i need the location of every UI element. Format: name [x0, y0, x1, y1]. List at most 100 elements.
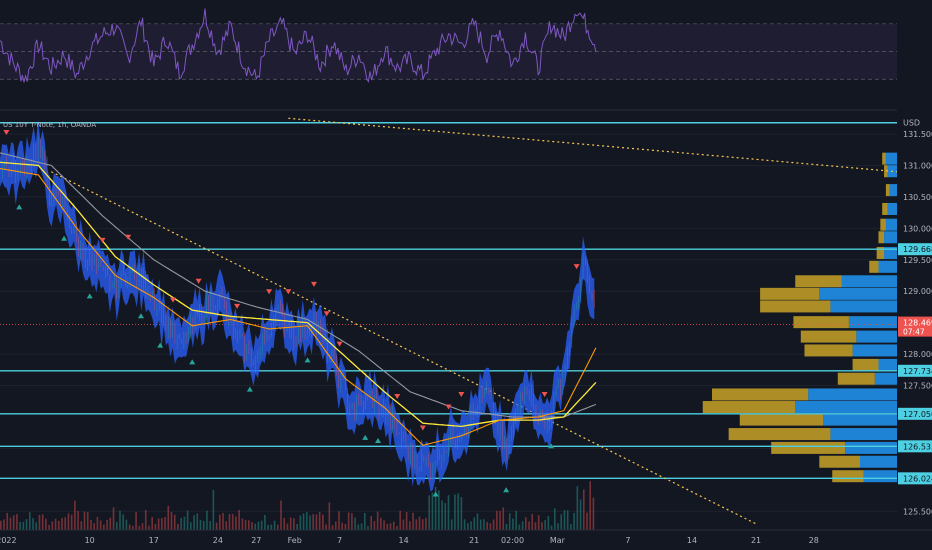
volume-bar	[479, 519, 482, 530]
level-label: 129.668	[903, 245, 932, 254]
vp-down-bar	[880, 218, 886, 231]
vp-up-bar	[885, 152, 897, 165]
sell-signal	[169, 297, 176, 303]
volume-bar	[570, 524, 572, 530]
vp-down-bar	[702, 401, 796, 414]
volume-bar	[334, 521, 337, 530]
sell-signal	[3, 129, 10, 135]
volume-bar	[322, 514, 324, 530]
volume-bar	[148, 525, 150, 530]
time-tick-label: 7	[625, 536, 630, 545]
volume-bar	[489, 523, 492, 530]
volume-bar	[209, 520, 211, 530]
volume-bar	[399, 510, 401, 530]
volume-bar	[106, 519, 108, 530]
signal-markers	[3, 129, 580, 497]
volume-bar	[254, 523, 257, 530]
rsi-pane: 80.0060.0040.0020.00	[0, 6, 932, 111]
volume-bar	[235, 516, 237, 530]
volume-bar	[563, 510, 566, 530]
volume-bar	[579, 499, 582, 530]
price-tick-label: 125.500	[903, 507, 932, 516]
volume-bar	[80, 521, 83, 530]
vp-up-bar	[852, 344, 897, 357]
level-label-bg	[898, 364, 932, 377]
vp-down-bar	[771, 441, 846, 454]
volume-bar	[164, 516, 166, 530]
countdown-label: 07:47	[903, 328, 925, 337]
volume-bar	[67, 513, 70, 530]
vp-up-bar	[874, 372, 897, 385]
volume-bar	[193, 515, 195, 530]
time-tick-label: 2022	[0, 536, 17, 545]
volume-bar	[6, 512, 9, 530]
volume-bar	[19, 521, 21, 530]
volume-bar	[206, 510, 208, 530]
volume-bar	[315, 514, 318, 530]
volume-bar	[515, 510, 517, 530]
vp-up-bar	[848, 316, 897, 329]
price-tick-label: 131.500	[903, 130, 932, 139]
volume-bar	[402, 519, 405, 530]
vp-down-bar	[882, 202, 888, 215]
vp-up-bar	[887, 202, 897, 215]
vp-up-bar	[823, 413, 897, 426]
volume-bar	[267, 524, 269, 530]
volume-bar	[238, 509, 240, 530]
time-tick-label: 17	[149, 536, 159, 545]
volume-bar	[421, 519, 424, 530]
volume-bar	[347, 512, 350, 530]
axis-background	[897, 0, 932, 550]
vp-up-bar	[884, 231, 897, 244]
price-tick-label: 129.500	[903, 256, 932, 265]
volume-bar	[376, 511, 379, 530]
volume-bar	[521, 521, 524, 530]
volume-bar	[573, 512, 575, 530]
volume-bar	[586, 512, 588, 530]
volume-bar	[296, 524, 298, 530]
trendline	[288, 117, 898, 173]
price-axis: 131.500 131.000 130.500 130.000 129.500 129.0…	[897, 0, 932, 550]
volume-bar	[415, 519, 418, 530]
vp-down-bar	[876, 246, 885, 259]
volume-bar	[54, 518, 57, 530]
sell-signal	[394, 394, 401, 400]
vp-down-bar	[882, 152, 886, 165]
time-tick-label: Mar	[550, 536, 566, 545]
vp-up-bar	[819, 287, 897, 300]
volume-bar	[557, 523, 559, 530]
volume-bar	[222, 512, 224, 530]
buy-signal	[16, 204, 23, 210]
sell-signal	[458, 391, 465, 397]
vp-down-bar	[728, 428, 831, 441]
volume-bar	[28, 512, 31, 530]
time-tick-label: 14	[399, 536, 409, 545]
vp-up-bar	[841, 275, 897, 288]
vp-up-bar	[830, 428, 897, 441]
volume-bar	[90, 519, 92, 530]
volume-bar	[128, 524, 131, 530]
volume-bar	[392, 521, 395, 530]
volume-bar	[264, 515, 266, 530]
volume-bar	[553, 508, 556, 530]
volume-bar	[325, 524, 327, 530]
volume-bar	[183, 516, 186, 530]
buy-signal	[432, 491, 439, 497]
volume-bar	[3, 519, 5, 530]
sell-signal	[445, 404, 452, 410]
volume-bar	[219, 514, 221, 530]
volume-bar	[151, 516, 153, 530]
volume-bar	[531, 513, 534, 530]
volume-bar	[283, 517, 286, 530]
volume-bar	[170, 511, 173, 530]
volume-bar	[470, 521, 472, 530]
trendlines	[50, 117, 898, 525]
volume-bar	[463, 519, 466, 530]
buy-signal	[362, 434, 369, 440]
level-label-bg	[898, 407, 932, 420]
time-tick-label: 02:00	[501, 536, 524, 545]
volume-bar	[589, 481, 592, 530]
volume-bar	[447, 495, 450, 530]
volume-bar	[512, 518, 514, 530]
